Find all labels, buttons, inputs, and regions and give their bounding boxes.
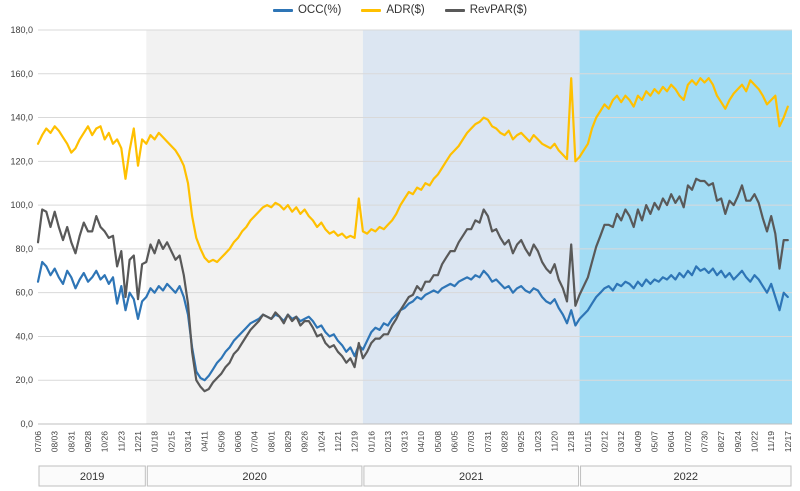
year-label-2019: 2019: [80, 471, 104, 483]
legend-label-occ: OCC(%): [297, 4, 342, 16]
x-tick-label: 03/13: [400, 431, 410, 453]
y-tick-label: 40,0: [15, 331, 33, 341]
x-tick-label: 12/18: [566, 431, 576, 453]
x-tick-label: 08/03: [50, 431, 60, 453]
series-line-revpar: [36, 177, 789, 393]
x-tick-label: 08/31: [66, 431, 76, 453]
x-tick-label: 01/18: [150, 431, 160, 453]
x-tick-label: 07/31: [483, 431, 493, 453]
x-tick-label: 08/29: [283, 431, 293, 453]
x-tick-label: 09/25: [516, 431, 526, 453]
y-tick-label: 80,0: [15, 244, 33, 254]
year-box-2022: [580, 465, 792, 487]
x-tick-label: 04/10: [416, 431, 426, 453]
legend-item-occ: OCC(%): [272, 4, 342, 16]
x-tick-label: 09/24: [733, 431, 743, 453]
y-tick-label: 120,0: [10, 156, 33, 166]
legend-swatch-adr: [361, 8, 382, 12]
x-tick-label: 11/21: [333, 431, 343, 452]
year-band-2019: [38, 30, 147, 424]
x-tick-label: 06/04: [666, 431, 676, 453]
x-tick-label: 07/06: [33, 431, 43, 453]
legend-item-adr: ADR($): [361, 4, 425, 16]
x-tick-label: 07/30: [700, 431, 710, 453]
x-tick-label: 08/28: [500, 431, 510, 453]
x-tick-label: 08/27: [716, 431, 726, 453]
x-tick-label: 11/23: [116, 431, 126, 452]
x-tick-label: 11/19: [766, 431, 776, 452]
x-tick-label: 07/03: [466, 431, 476, 453]
legend-swatch-occ: [272, 8, 293, 12]
y-tick-label: 160,0: [10, 69, 33, 79]
legend-swatch-revpar: [444, 8, 465, 12]
year-box-2021: [363, 465, 580, 487]
legend-label-revpar: RevPAR($): [469, 4, 528, 16]
x-tick-label: 10/23: [533, 431, 543, 453]
x-tick-label: 10/26: [100, 431, 110, 453]
x-tick-label: 11/20: [550, 431, 560, 452]
x-tick-label: 09/26: [300, 431, 310, 453]
x-tick-label: 12/19: [350, 431, 360, 453]
year-band-2020: [146, 30, 363, 424]
y-tick-label: 60,0: [15, 288, 33, 298]
y-tick-label: 140,0: [10, 113, 33, 123]
x-tick-label: 05/09: [216, 431, 226, 453]
x-tick-label: 02/15: [166, 431, 176, 453]
x-tick-label: 05/07: [650, 431, 660, 453]
year-box-2019: [38, 465, 146, 487]
y-tick-label: 0,0: [20, 419, 33, 429]
y-tick-label: 180,0: [10, 25, 33, 35]
x-tick-label: 05/08: [433, 431, 443, 453]
year-label-2022: 2022: [674, 471, 698, 483]
x-tick-label: 09/28: [83, 431, 93, 453]
x-tick-label: 12/21: [133, 431, 143, 453]
x-tick-label: 12/17: [783, 431, 793, 453]
x-tick-label: 03/14: [183, 431, 193, 453]
series-line-occ: [36, 260, 789, 382]
year-label-2020: 2020: [242, 471, 266, 483]
x-tick-label: 02/13: [383, 431, 393, 453]
x-tick-label: 06/06: [233, 431, 243, 453]
year-box-2020: [146, 465, 363, 487]
x-tick-label: 04/11: [200, 431, 210, 452]
x-tick-label: 06/05: [450, 431, 460, 453]
x-tick-label: 02/12: [600, 431, 610, 453]
year-label-2021: 2021: [459, 471, 483, 483]
x-tick-label: 01/15: [583, 431, 593, 453]
x-tick-label: 03/12: [616, 431, 626, 453]
chart-legend: OCC(%) ADR($) RevPAR($): [0, 4, 800, 16]
series-line-adr: [36, 77, 789, 264]
x-tick-label: 08/01: [266, 431, 276, 453]
x-tick-label: 07/02: [683, 431, 693, 453]
x-tick-label: 07/04: [250, 431, 260, 453]
x-tick-label: 01/16: [366, 431, 376, 453]
y-tick-label: 100,0: [10, 200, 33, 210]
x-tick-label: 04/09: [633, 431, 643, 453]
x-tick-label: 10/22: [750, 431, 760, 453]
x-tick-label: 10/24: [316, 431, 326, 453]
legend-item-revpar: RevPAR($): [444, 4, 528, 16]
legend-label-adr: ADR($): [386, 4, 425, 16]
y-tick-label: 20,0: [15, 375, 33, 385]
